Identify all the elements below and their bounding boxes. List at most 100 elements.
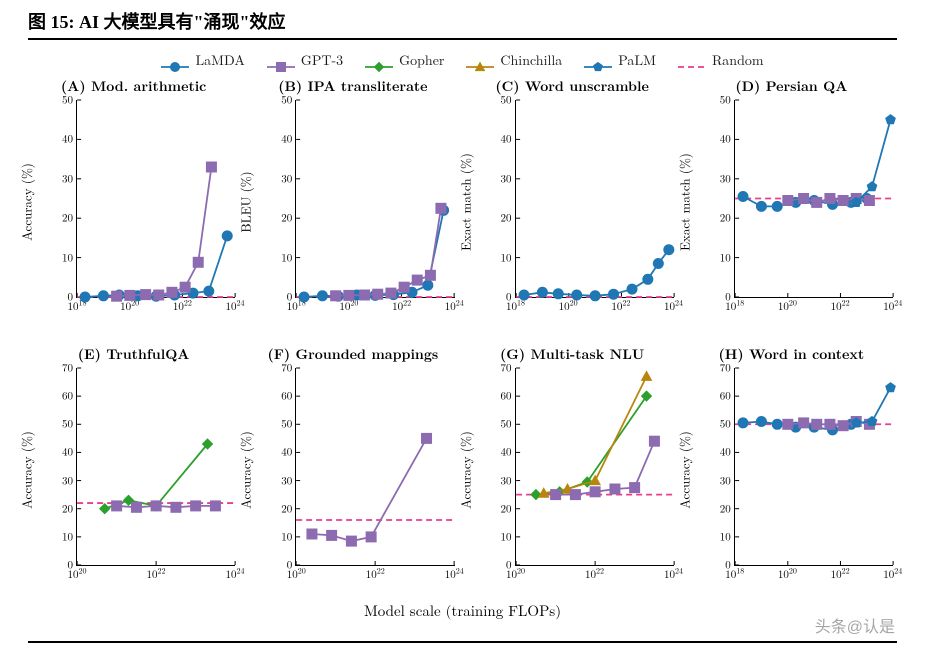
xtick-label: 1022: [147, 565, 166, 582]
legend-item-palm: PaLM: [584, 50, 656, 70]
series-marker-GPT-3: [366, 532, 376, 542]
ytick-label: 40: [720, 445, 735, 460]
series-marker-GPT-3: [838, 421, 848, 431]
plot-area: 010203040501018102010221024: [734, 100, 893, 298]
series-marker-GPT-3: [373, 289, 383, 299]
series-marker-GPT-3: [426, 270, 436, 280]
panel-grid: (A) Mod. arithmeticAccuracy (%)010203040…: [28, 76, 897, 596]
panel-title: (G) Multi-task NLU: [467, 344, 678, 362]
xtick-label: 1020: [287, 565, 306, 582]
series-marker-GPT-3: [649, 436, 659, 446]
panel-title: (B) IPA transliterate: [247, 76, 458, 94]
series-marker-GPT-3: [864, 196, 874, 206]
plot-svg: [735, 100, 893, 297]
series-marker-GPT-3: [798, 194, 808, 204]
legend-swatch: [584, 59, 612, 61]
series-marker-GPT-3: [360, 290, 370, 300]
xtick-label: 1024: [226, 565, 245, 582]
series-marker-GPT-3: [206, 162, 216, 172]
ytick-label: 40: [62, 132, 77, 147]
ytick-label: 30: [501, 171, 516, 186]
series-marker-LaMDA: [590, 291, 600, 301]
ytick-label: 60: [281, 389, 296, 404]
series-marker-GPT-3: [609, 484, 619, 494]
y-axis-label: Accuracy (%): [455, 431, 474, 509]
ytick-label: 10: [720, 529, 735, 544]
series-marker-LaMDA: [222, 231, 232, 241]
series-marker-LaMDA: [772, 419, 782, 429]
ytick-label: 30: [62, 473, 77, 488]
plot-area: 010203040506070102010221024: [295, 368, 454, 566]
xtick-label: 1018: [725, 565, 744, 582]
series-marker-GPT-3: [422, 433, 432, 443]
series-marker-LaMDA: [608, 289, 618, 299]
plot-svg: [516, 368, 674, 565]
series-marker-GPT-3: [783, 419, 793, 429]
ytick-label: 40: [281, 132, 296, 147]
panel-A: (A) Mod. arithmeticAccuracy (%)010203040…: [28, 76, 239, 328]
ytick-label: 20: [281, 211, 296, 226]
series-line-Gopher: [105, 444, 208, 509]
series-marker-GPT-3: [825, 419, 835, 429]
x-axis-label-global: Model scale (training FLOPs): [28, 600, 897, 621]
panel-F: (F) Grounded mappingsAccuracy (%)0102030…: [247, 344, 458, 596]
series-marker-GPT-3: [112, 291, 122, 301]
plot-area: 0102030405060701018102010221024: [734, 368, 893, 566]
series-marker-GPT-3: [347, 536, 357, 546]
series-marker-GPT-3: [180, 282, 190, 292]
series-marker-LaMDA: [756, 201, 766, 211]
plot-svg: [296, 368, 454, 565]
plot-svg: [77, 100, 235, 297]
series-marker-GPT-3: [399, 282, 409, 292]
legend-label: Chinchilla: [500, 50, 562, 70]
series-marker-LaMDA: [772, 201, 782, 211]
series-marker-LaMDA: [553, 289, 563, 299]
series-marker-GPT-3: [570, 490, 580, 500]
series-marker-GPT-3: [550, 490, 560, 500]
ytick-label: 40: [720, 132, 735, 147]
series-marker-GPT-3: [838, 196, 848, 206]
ytick-label: 10: [281, 529, 296, 544]
series-marker-LaMDA: [80, 292, 90, 302]
y-axis-label: Exact match (%): [674, 153, 693, 251]
ytick-label: 70: [501, 361, 516, 376]
series-marker-GPT-3: [386, 288, 396, 298]
ytick-label: 50: [501, 417, 516, 432]
series-marker-PaLM: [867, 182, 877, 191]
panel-D: (D) Persian QAExact match (%)01020304050…: [686, 76, 897, 328]
ytick-label: 20: [501, 211, 516, 226]
ytick-label: 30: [720, 171, 735, 186]
y-axis-label: BLEU (%): [236, 171, 255, 232]
panel-C: (C) Word unscrambleExact match (%)010203…: [467, 76, 678, 328]
series-marker-GPT-3: [154, 290, 164, 300]
legend-swatch: [365, 59, 393, 61]
ytick-label: 50: [720, 93, 735, 108]
legend-item-gpt-3: GPT-3: [267, 50, 343, 70]
ytick-label: 70: [720, 361, 735, 376]
legend-label: GPT-3: [301, 50, 343, 70]
panel-B: (B) IPA transliterateBLEU (%)01020304050…: [247, 76, 458, 328]
legend-swatch: [466, 59, 494, 61]
watermark: 头条@认是: [815, 613, 895, 637]
xtick-label: 1024: [664, 297, 683, 314]
series-marker-GPT-3: [151, 501, 161, 511]
series-marker-GPT-3: [193, 257, 203, 267]
ytick-label: 30: [281, 473, 296, 488]
panel-title: (F) Grounded mappings: [247, 344, 458, 362]
ytick-label: 30: [62, 171, 77, 186]
series-marker-GPT-3: [412, 275, 422, 285]
panel-H: (H) Word in contextAccuracy (%)010203040…: [686, 344, 897, 596]
plot-svg: [516, 100, 674, 297]
xtick-label: 1022: [585, 565, 604, 582]
ytick-label: 20: [501, 501, 516, 516]
xtick-label: 1024: [664, 565, 683, 582]
series-marker-GPT-3: [307, 529, 317, 539]
series-marker-PaLM: [886, 383, 896, 392]
series-marker-GPT-3: [171, 502, 181, 512]
xtick-label: 1022: [831, 565, 850, 582]
panel-title: (C) Word unscramble: [467, 76, 678, 94]
series-marker-GPT-3: [125, 290, 135, 300]
series-marker-PaLM: [867, 417, 877, 426]
series-marker-LaMDA: [642, 274, 652, 284]
legend-item-gopher: Gopher: [365, 50, 444, 70]
